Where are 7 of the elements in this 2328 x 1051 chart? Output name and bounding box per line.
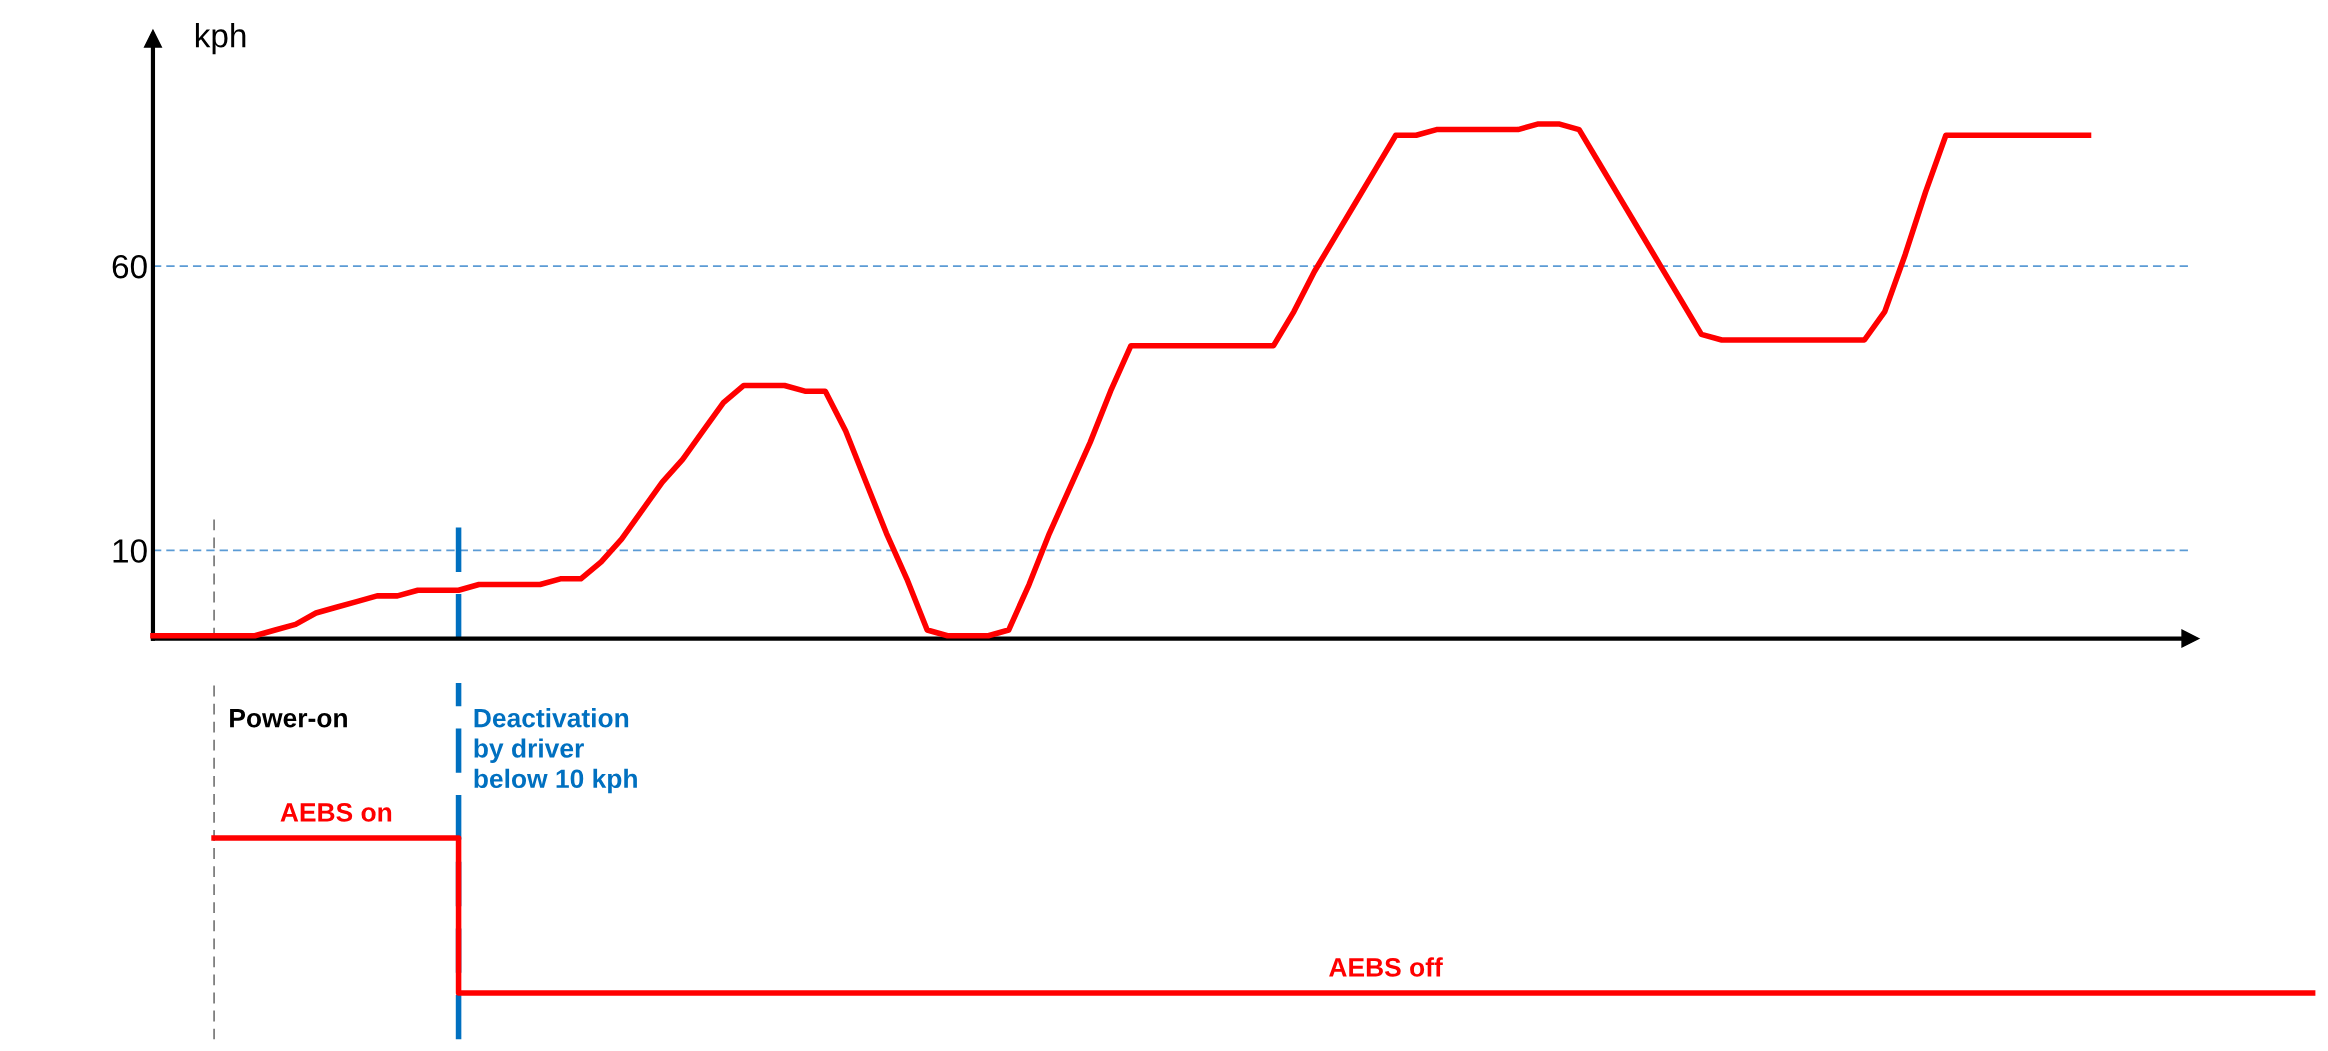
text: AEBS on — [280, 803, 392, 822]
y-tick-label: 60 — [112, 254, 147, 279]
annotation: AEBS off — [1329, 957, 1443, 977]
text: Deactivation by driver below 10 kph — [474, 708, 637, 794]
y-tick-label: 10 — [113, 539, 147, 563]
y-axis-title: kph — [195, 23, 246, 55]
text: Power-on — [230, 709, 347, 728]
